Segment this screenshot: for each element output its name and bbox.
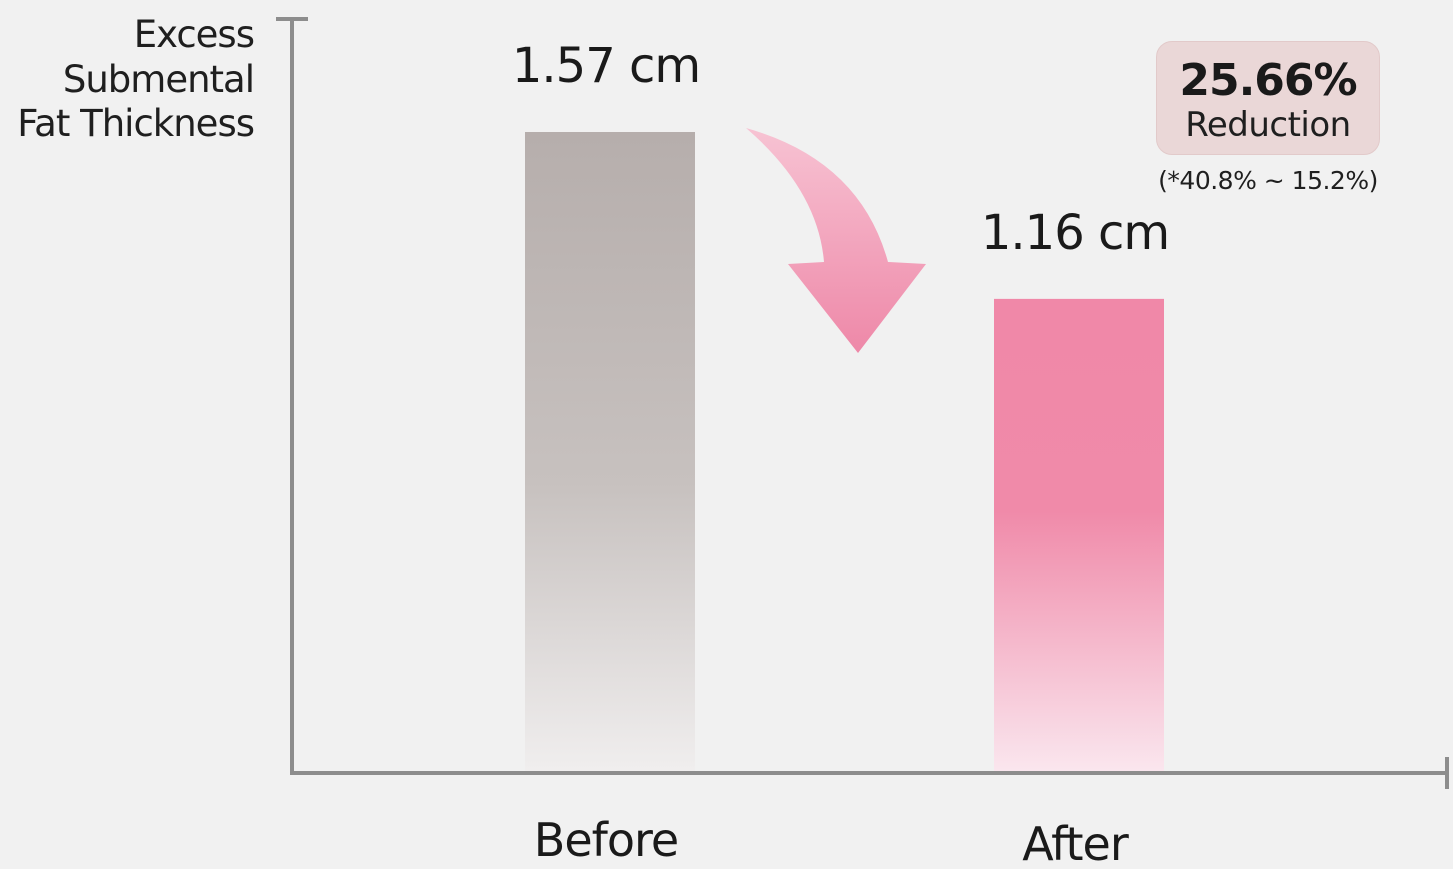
x-tick-label-before: Before (534, 813, 678, 867)
reduction-percent: 25.66% (1179, 55, 1357, 106)
reduction-range: (*40.8% ~ 15.2%) (1158, 166, 1378, 195)
decrease-arrow-icon (746, 128, 926, 353)
value-label-after: 1.16 cm (981, 205, 1169, 261)
bars-group (525, 132, 1164, 771)
bar-before (525, 132, 695, 771)
axes (276, 17, 1449, 789)
y-axis-title-line-2: Submental (63, 58, 254, 101)
y-axis-title: Excess Submental Fat Thickness (17, 13, 255, 145)
x-tick-label-after: After (1022, 817, 1129, 869)
bar-after (994, 298, 1164, 771)
y-axis-title-line-1: Excess (134, 13, 254, 56)
reduction-label: Reduction (1185, 105, 1351, 145)
value-label-before: 1.57 cm (512, 38, 700, 94)
x-tick-labels-group: Before After (534, 813, 1130, 869)
y-axis-title-line-3: Fat Thickness (17, 102, 254, 145)
value-labels-group: 1.57 cm 1.16 cm (512, 38, 1170, 261)
reduction-badge: 25.66% Reduction (1156, 41, 1380, 155)
